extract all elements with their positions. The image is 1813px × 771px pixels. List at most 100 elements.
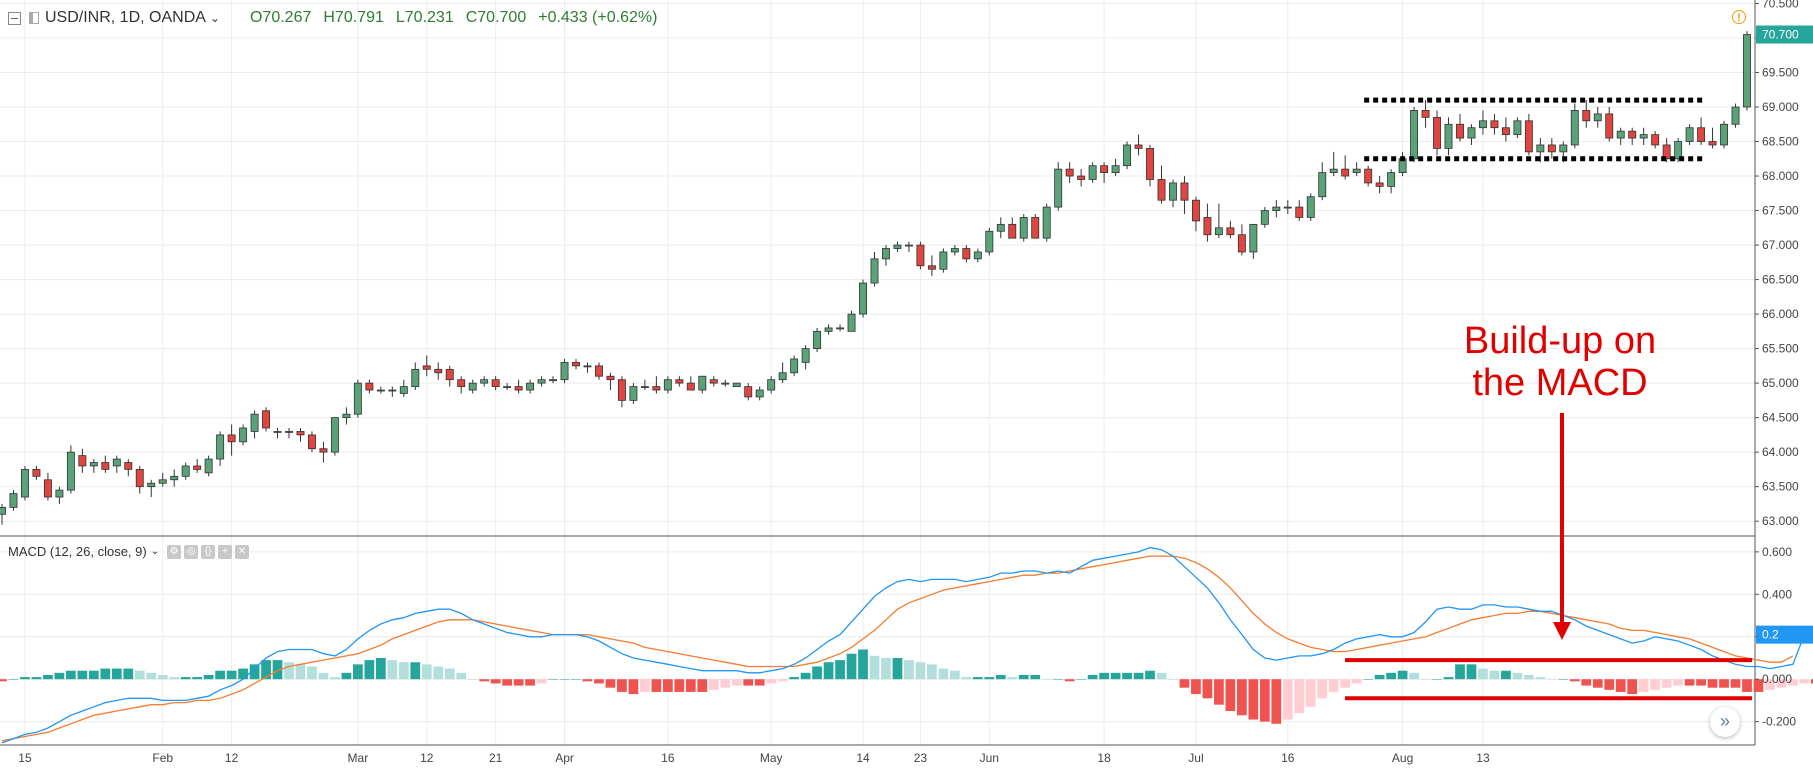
last-price-label: 70.700 [1762, 28, 1799, 42]
candle-body [1490, 120, 1499, 129]
candle-body [1352, 168, 1361, 173]
histogram-bar [1168, 679, 1178, 680]
chevron-down-icon[interactable]: ⌄ [209, 11, 220, 25]
candle-body [1283, 206, 1292, 209]
candle-body [686, 382, 695, 391]
histogram-bar [31, 677, 42, 680]
histogram-bar [1707, 679, 1718, 688]
annotation-line-2: the MACD [1472, 362, 1648, 404]
histogram-bar [77, 670, 88, 680]
collapse-icon[interactable] [8, 11, 21, 25]
histogram-bar [1179, 679, 1190, 688]
alert-icon[interactable]: ! [1732, 10, 1746, 24]
histogram-bar [605, 679, 616, 688]
candle-body [629, 386, 638, 401]
macd-header: MACD (12, 26, close, 9) ⌄ ⚙ ◎ {} + ✕ [8, 544, 252, 559]
candle-body [1375, 182, 1384, 187]
chevron-down-icon[interactable]: ⌄ [150, 546, 160, 557]
candle-body [1387, 172, 1396, 187]
histogram-bar [1765, 679, 1775, 690]
price-tick-label: 68.000 [1762, 169, 1799, 183]
candle-body [1065, 168, 1074, 177]
candle-body [1169, 182, 1177, 201]
time-tick-label: Mar [348, 751, 369, 765]
candle-body [973, 251, 982, 260]
last-macd-label: 0.2 [1762, 628, 1779, 642]
histogram-bar [812, 666, 822, 680]
symbol-header: USD/INR, 1D, OANDA ⌄ O70.267 H70.791 L70… [0, 6, 669, 30]
histogram-bar [1466, 664, 1477, 680]
candle-body [1410, 110, 1419, 160]
histogram-bar [1259, 679, 1270, 722]
candle-body [1559, 144, 1568, 153]
code-icon[interactable]: {} [201, 544, 216, 559]
symbol-label[interactable]: USD/INR, 1D, OANDA [45, 9, 206, 26]
candle-body [262, 410, 271, 429]
histogram-bar [1811, 679, 1813, 684]
candle-body [939, 251, 948, 270]
histogram-bar [1776, 679, 1787, 688]
macd-line [1, 546, 1806, 744]
histogram-bar [823, 662, 834, 680]
histogram-bar [8, 679, 19, 680]
candle-body [181, 465, 190, 477]
candle-body [1685, 127, 1694, 142]
candle-body [744, 386, 753, 398]
candle-body [1720, 123, 1728, 146]
histogram-bar [1191, 679, 1201, 695]
close-icon[interactable]: ✕ [235, 544, 250, 559]
histogram-bar [226, 670, 237, 680]
time-tick-label: Feb [152, 751, 173, 765]
histogram-bar [1546, 679, 1557, 680]
histogram-bar [972, 677, 983, 680]
candle-body [1226, 227, 1235, 236]
candle-body [1134, 144, 1143, 149]
close-value: C70.700 [465, 9, 527, 26]
price-tick-label: 68.500 [1762, 135, 1799, 149]
candle-body [445, 368, 454, 381]
plus-icon[interactable]: + [218, 544, 233, 559]
source-icon[interactable]: ◎ [184, 544, 199, 559]
histogram-bar [571, 679, 581, 680]
histogram-bar [398, 662, 409, 680]
scroll-right-icon[interactable]: » [1710, 707, 1740, 737]
histogram-bar [284, 662, 294, 680]
histogram-bar [1122, 672, 1132, 680]
histogram-bar [582, 679, 593, 682]
candle-body [1651, 134, 1660, 146]
time-tick-label: 21 [489, 751, 503, 765]
histogram-bar [1282, 679, 1293, 720]
candle-body [9, 493, 18, 508]
candle-body [491, 379, 500, 387]
histogram-bar [685, 679, 696, 692]
histogram-bar [272, 660, 283, 680]
candle-body [1444, 123, 1453, 149]
histogram-bar [766, 679, 777, 684]
candle-body [0, 506, 6, 515]
candle-body [124, 462, 133, 470]
histogram-bar [938, 668, 949, 680]
histogram-bar [949, 670, 960, 680]
time-axis: 15 Feb 12 Mar 12 21 Apr 16 May 14 23 Jun 18 Jul 16 Aug 1… [18, 751, 1490, 765]
histogram-bar [1064, 679, 1075, 682]
price-tick-label: 67.000 [1762, 238, 1799, 252]
price-tick-label: 64.000 [1762, 445, 1799, 459]
histogram-bar [1627, 679, 1638, 695]
candle-body [801, 348, 810, 363]
settings-icon[interactable]: ⚙ [167, 544, 182, 559]
candle-body [204, 458, 213, 474]
histogram-bar [1305, 679, 1316, 707]
histogram-bar [720, 679, 731, 688]
candle-body [859, 282, 867, 315]
histogram-bar [536, 679, 547, 684]
candle-body [147, 482, 156, 488]
flag-icon[interactable] [29, 12, 39, 24]
macd-label[interactable]: MACD (12, 26, close, 9) [8, 544, 147, 559]
histogram-bar [513, 679, 524, 686]
macd-tick-label: 0.400 [1762, 587, 1792, 601]
candle-body [663, 379, 672, 391]
time-tick-label: Apr [555, 751, 574, 765]
candle-body [101, 462, 110, 470]
histogram-bar [467, 679, 478, 680]
price-tick-label: 63.500 [1762, 480, 1799, 494]
